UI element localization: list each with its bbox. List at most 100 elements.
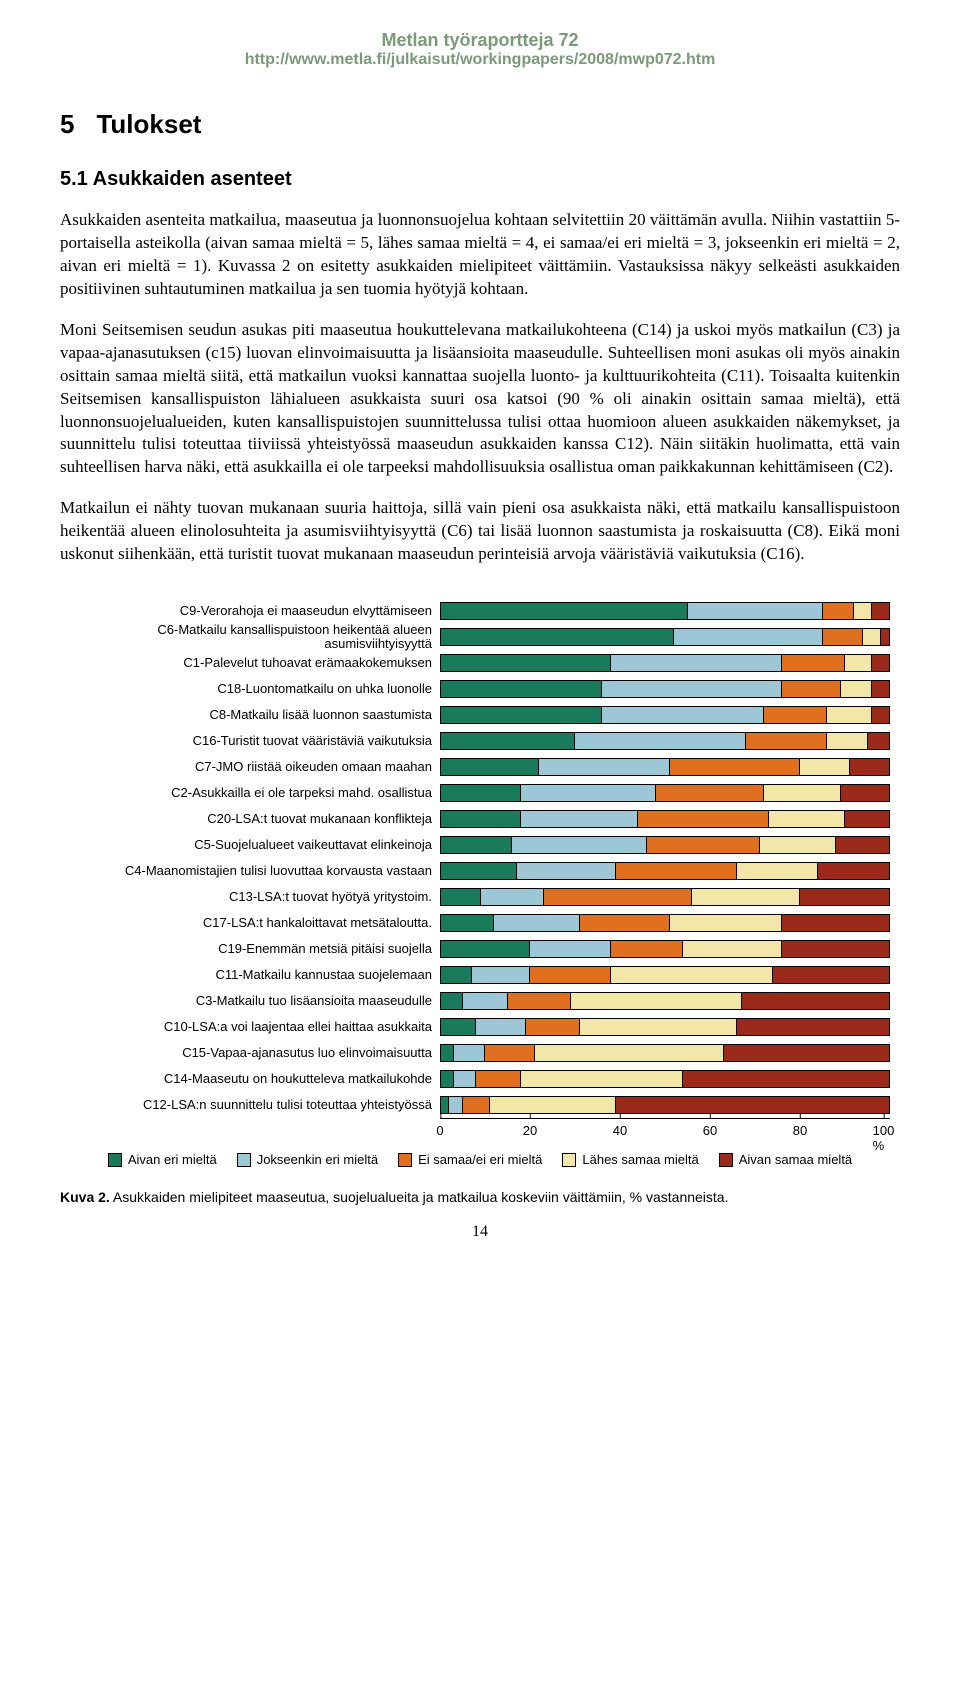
chart-segment — [656, 784, 764, 802]
chart-segment — [602, 680, 782, 698]
axis-tick: 20 — [523, 1119, 537, 1138]
chart-row-label: C14-Maaseutu on houkutteleva matkailukoh… — [70, 1072, 440, 1086]
chart-segment — [670, 914, 783, 932]
chart-segment — [773, 966, 890, 984]
chart-segment — [440, 732, 575, 750]
chart-segment — [440, 1018, 476, 1036]
chart-row: C5-Suojelualueet vaikeuttavat elinkeinoj… — [70, 832, 890, 858]
chart-segment — [602, 706, 764, 724]
chart-segment — [440, 680, 602, 698]
chart-segment — [440, 992, 463, 1010]
legend-swatch — [108, 1153, 122, 1167]
legend-item: Lähes samaa mieltä — [562, 1152, 698, 1167]
chart-segment — [782, 680, 841, 698]
chart-segment — [670, 758, 801, 776]
chart-segment — [575, 732, 746, 750]
chart-row-label: C13-LSA:t tuovat hyötyä yritystoim. — [70, 890, 440, 904]
chart-row-label: C19-Enemmän metsiä pitäisi suojella — [70, 942, 440, 956]
chart-bar — [440, 966, 890, 984]
chart-bar — [440, 1096, 890, 1114]
chart-row: C15-Vapaa-ajanasutus luo elinvoimaisuutt… — [70, 1040, 890, 1066]
chart-segment — [544, 888, 693, 906]
page-number: 14 — [60, 1223, 900, 1241]
chart-segment — [463, 992, 508, 1010]
chart-segment — [872, 680, 890, 698]
chart-segment — [539, 758, 670, 776]
legend-swatch — [562, 1153, 576, 1167]
chart-bar — [440, 784, 890, 802]
chart-row: C6-Matkailu kansallispuistoon heikentää … — [70, 624, 890, 650]
chart-segment — [535, 1044, 724, 1062]
legend-label: Jokseenkin eri mieltä — [257, 1152, 378, 1167]
subsection-title: Asukkaiden asenteet — [93, 168, 292, 190]
caption-bold: Kuva 2. — [60, 1189, 110, 1205]
chart-segment — [616, 1096, 891, 1114]
chart-row-label: C17-LSA:t hankaloittavat metsätaloutta. — [70, 916, 440, 930]
chart-segment — [881, 628, 890, 646]
chart-row-label: C11-Matkailu kannustaa suojelemaan — [70, 968, 440, 982]
chart-bar — [440, 1018, 890, 1036]
chart-row-label: C20-LSA:t tuovat mukanaan konflikteja — [70, 812, 440, 826]
chart-segment — [742, 992, 891, 1010]
chart-bar — [440, 888, 890, 906]
chart-segment — [526, 1018, 580, 1036]
axis-tick: 60 — [703, 1119, 717, 1138]
chart-segment — [647, 836, 760, 854]
chart-row-label: C2-Asukkailla ei ole tarpeksi mahd. osal… — [70, 786, 440, 800]
chart-row-label: C6-Matkailu kansallispuistoon heikentää … — [70, 623, 440, 652]
chart-segment — [863, 628, 881, 646]
chart-segment — [850, 758, 891, 776]
chart-row: C14-Maaseutu on houkutteleva matkailukoh… — [70, 1066, 890, 1092]
chart-row-label: C12-LSA:n suunnittelu tulisi toteuttaa y… — [70, 1098, 440, 1112]
legend-swatch — [237, 1153, 251, 1167]
chart-segment — [440, 940, 530, 958]
chart-segment — [782, 914, 890, 932]
chart-segment — [463, 1096, 490, 1114]
chart-row-label: C18-Luontomatkailu on uhka luonolle — [70, 682, 440, 696]
chart-bar — [440, 836, 890, 854]
chart-segment — [845, 810, 890, 828]
chart-bar — [440, 628, 890, 646]
chart-row: C17-LSA:t hankaloittavat metsätaloutta. — [70, 910, 890, 936]
chart-bar — [440, 732, 890, 750]
chart-segment — [440, 966, 472, 984]
chart-row: C4-Maanomistajien tulisi luovuttaa korva… — [70, 858, 890, 884]
paragraph-3: Matkailun ei nähty tuovan mukanaan suuri… — [60, 497, 900, 566]
legend-item: Jokseenkin eri mieltä — [237, 1152, 378, 1167]
chart-segment — [485, 1044, 535, 1062]
chart-segment — [823, 628, 864, 646]
chart-row: C18-Luontomatkailu on uhka luonolle — [70, 676, 890, 702]
chart-bar — [440, 654, 890, 672]
chart-row: C8-Matkailu lisää luonnon saastumista — [70, 702, 890, 728]
chart-row-label: C1-Palevelut tuhoavat erämaakokemuksen — [70, 656, 440, 670]
chart-segment — [494, 914, 580, 932]
chart-segment — [845, 654, 872, 672]
subsection-heading: 5.1 Asukkaiden asenteet — [60, 168, 900, 191]
legend-label: Ei samaa/ei eri mieltä — [418, 1152, 542, 1167]
header-title: Metlan työraportteja 72 — [60, 30, 900, 51]
chart-segment — [440, 888, 481, 906]
chart-segment — [836, 836, 890, 854]
chart-row-label: C8-Matkailu lisää luonnon saastumista — [70, 708, 440, 722]
chart-bar — [440, 914, 890, 932]
chart-segment — [512, 836, 647, 854]
chart-segment — [764, 784, 841, 802]
chart-segment — [746, 732, 827, 750]
chart-bar — [440, 1070, 890, 1088]
chart-segment — [818, 862, 890, 880]
legend-label: Lähes samaa mieltä — [582, 1152, 698, 1167]
chart-segment — [782, 940, 890, 958]
legend-label: Aivan samaa mieltä — [739, 1152, 852, 1167]
chart-segment — [517, 862, 616, 880]
chart-row-label: C4-Maanomistajien tulisi luovuttaa korva… — [70, 864, 440, 878]
chart-row-label: C3-Matkailu tuo lisäansioita maaseudulle — [70, 994, 440, 1008]
chart-segment — [737, 1018, 890, 1036]
chart-row-label: C15-Vapaa-ajanasutus luo elinvoimaisuutt… — [70, 1046, 440, 1060]
chart-segment — [841, 784, 891, 802]
chart-segment — [481, 888, 544, 906]
chart-segment — [611, 966, 773, 984]
chart-bar — [440, 992, 890, 1010]
chart-rows: C9-Verorahoja ei maaseudun elvyttämiseen… — [70, 598, 890, 1118]
chart-row: C19-Enemmän metsiä pitäisi suojella — [70, 936, 890, 962]
chart-segment — [616, 862, 738, 880]
